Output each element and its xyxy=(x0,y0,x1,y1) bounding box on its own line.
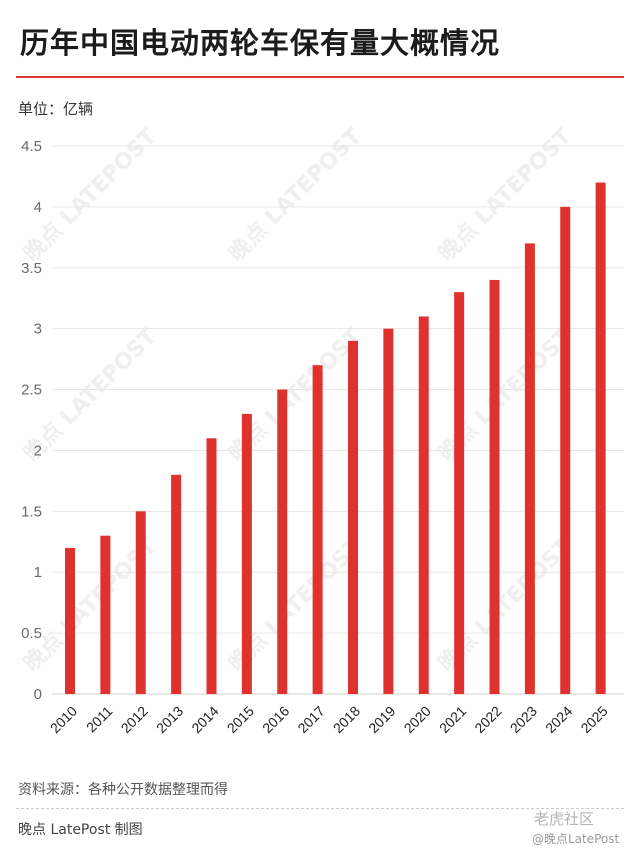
x-tick-label: 2015 xyxy=(224,703,257,736)
source-note: 资料来源：各种公开数据整理而得 xyxy=(18,782,228,798)
bars xyxy=(65,182,606,695)
bar-2022 xyxy=(489,279,500,694)
y-tick-label: 2 xyxy=(34,442,42,459)
x-tick-label: 2010 xyxy=(47,703,80,736)
x-tick-label: 2017 xyxy=(294,703,327,736)
x-tick-label: 2014 xyxy=(188,703,221,736)
bar-2023 xyxy=(524,243,535,694)
bar-2016 xyxy=(277,389,288,694)
title-divider xyxy=(16,76,624,78)
bar-2012 xyxy=(135,511,146,694)
y-tick-label: 4.5 xyxy=(21,138,42,155)
bar-2010 xyxy=(65,547,75,694)
bar-2015 xyxy=(241,413,252,694)
chart-title: 历年中国电动两轮车保有量大概情况 xyxy=(20,26,501,60)
bar-2024 xyxy=(560,206,571,694)
y-axis-ticks: 0 0.5 1 1.5 2 2.5 3 3.5 4 4.5 xyxy=(21,138,42,703)
x-tick-label: 2022 xyxy=(471,703,504,736)
watermark-text: 晚点 LATEPOST xyxy=(223,123,366,266)
bar-2020 xyxy=(418,316,429,694)
footer-divider xyxy=(16,808,624,809)
y-tick-label: 0 xyxy=(34,686,42,703)
x-tick-label: 2012 xyxy=(118,703,151,736)
bar-2011 xyxy=(100,535,111,694)
credit-note: 晚点 LatePost 制图 xyxy=(18,822,143,838)
bar-2019 xyxy=(383,328,394,694)
bar-2014 xyxy=(206,438,217,694)
x-axis-ticks: 2010 2011 2012 2013 2014 2015 2016 2017 2018 2019… xyxy=(47,703,611,736)
unit-label: 单位：亿辆 xyxy=(18,100,94,118)
bar-2017 xyxy=(312,365,323,694)
handle-watermark: @晚点LatePost xyxy=(532,832,620,846)
y-tick-label: 4 xyxy=(34,199,42,216)
x-tick-label: 2025 xyxy=(577,703,610,736)
x-tick-label: 2013 xyxy=(153,703,186,736)
x-tick-label: 2024 xyxy=(542,703,575,736)
y-tick-label: 3 xyxy=(34,321,42,338)
bar-2013 xyxy=(171,474,182,694)
y-tick-label: 2.5 xyxy=(21,382,42,399)
x-tick-label: 2016 xyxy=(259,703,292,736)
x-tick-label: 2018 xyxy=(330,703,363,736)
bar-2018 xyxy=(348,340,358,694)
watermark-text: 晚点 LATEPOST xyxy=(433,123,576,266)
x-tick-label: 2021 xyxy=(436,703,469,736)
y-tick-label: 0.5 xyxy=(21,625,42,642)
x-tick-label: 2020 xyxy=(401,703,434,736)
x-tick-label: 2019 xyxy=(365,703,398,736)
y-tick-label: 1.5 xyxy=(21,503,42,520)
bar-2021 xyxy=(454,292,465,694)
community-watermark: 老虎社区 xyxy=(534,810,595,828)
bar-2025 xyxy=(595,182,606,695)
x-tick-label: 2011 xyxy=(83,703,116,736)
y-tick-label: 1 xyxy=(34,564,42,581)
y-tick-label: 3.5 xyxy=(21,260,42,277)
x-tick-label: 2023 xyxy=(507,703,540,736)
